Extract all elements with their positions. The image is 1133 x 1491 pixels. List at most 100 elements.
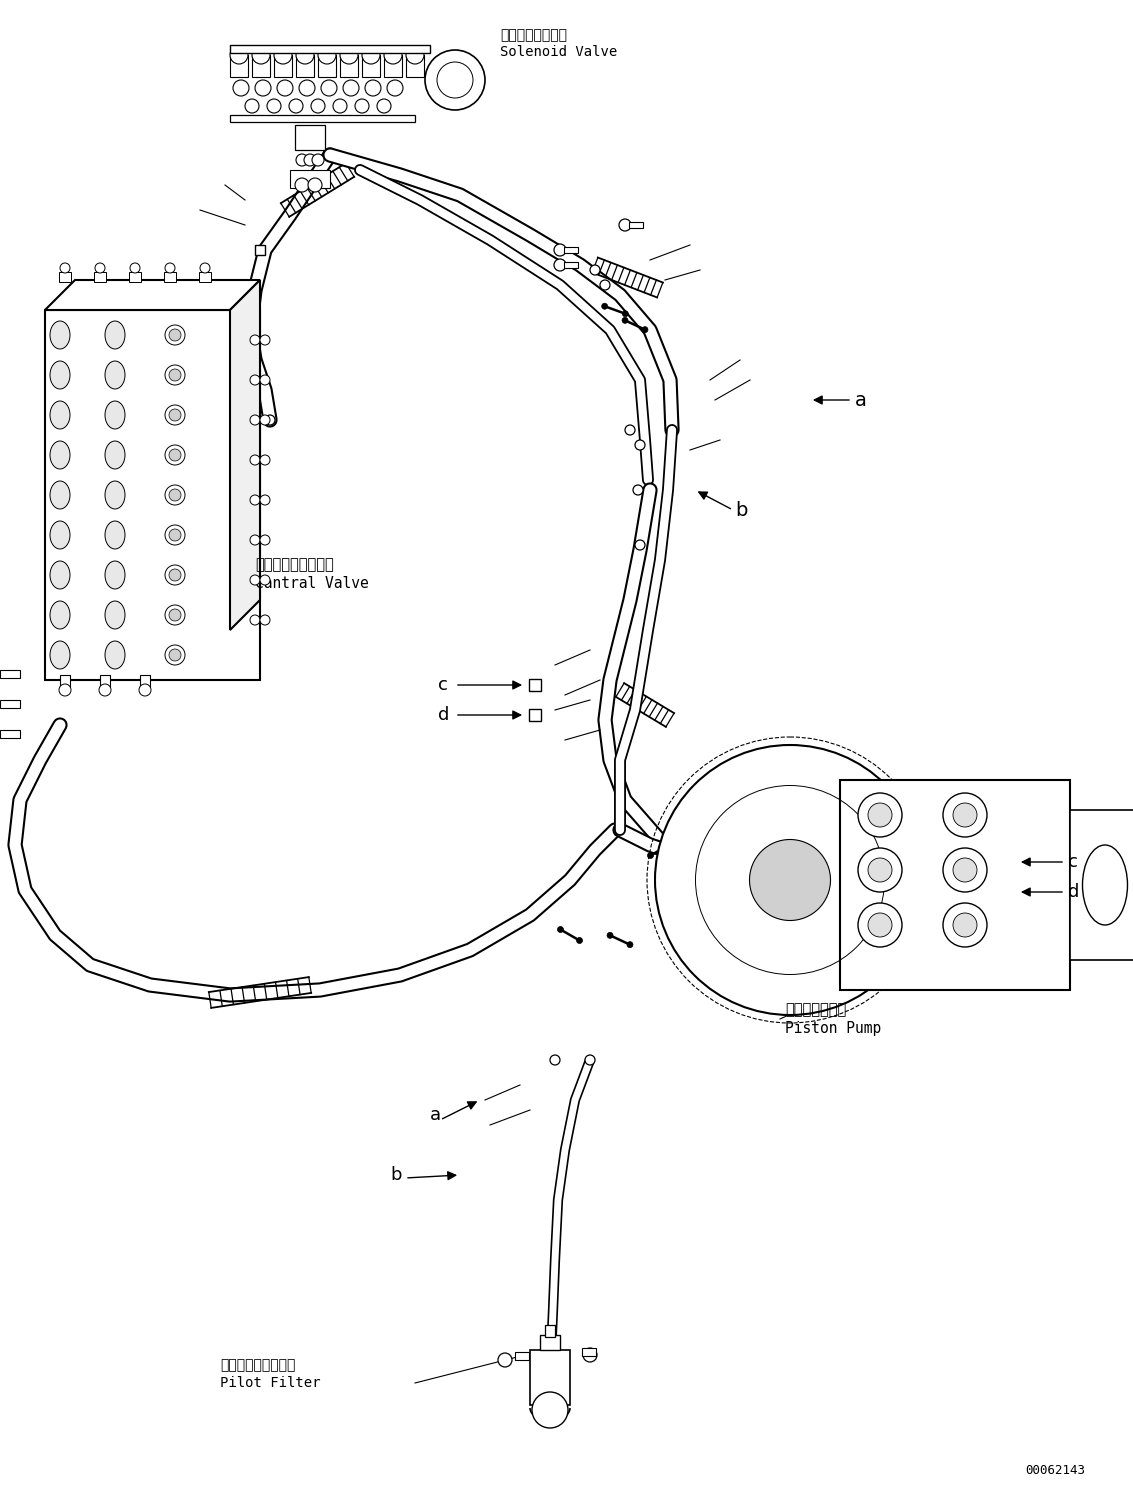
- Circle shape: [296, 154, 308, 166]
- Circle shape: [274, 46, 292, 64]
- Circle shape: [165, 444, 185, 465]
- Circle shape: [868, 857, 892, 883]
- Bar: [530, 1349, 570, 1405]
- Circle shape: [259, 495, 270, 505]
- Circle shape: [590, 265, 600, 274]
- Ellipse shape: [50, 601, 70, 629]
- Circle shape: [165, 485, 185, 505]
- Circle shape: [622, 310, 629, 316]
- Bar: [230, 115, 415, 122]
- Circle shape: [634, 440, 645, 450]
- Circle shape: [250, 495, 259, 505]
- Ellipse shape: [105, 441, 125, 470]
- Circle shape: [250, 535, 259, 546]
- Bar: [230, 45, 431, 54]
- Bar: [0, 731, 20, 738]
- Circle shape: [657, 871, 663, 877]
- Circle shape: [953, 912, 977, 936]
- Circle shape: [295, 177, 309, 192]
- Ellipse shape: [50, 361, 70, 389]
- Text: コントロールバルブ: コントロールバルブ: [255, 558, 334, 573]
- Circle shape: [169, 529, 181, 541]
- Circle shape: [735, 865, 746, 875]
- Circle shape: [312, 154, 324, 166]
- Circle shape: [622, 318, 628, 324]
- Circle shape: [750, 857, 760, 866]
- Bar: [129, 271, 140, 282]
- Circle shape: [333, 98, 347, 113]
- Ellipse shape: [105, 601, 125, 629]
- Bar: [384, 55, 402, 78]
- Bar: [840, 780, 1070, 990]
- Circle shape: [139, 684, 151, 696]
- Ellipse shape: [105, 520, 125, 549]
- Bar: [295, 125, 325, 151]
- Ellipse shape: [105, 482, 125, 508]
- Text: Cantral Valve: Cantral Valve: [255, 576, 368, 590]
- Circle shape: [245, 98, 259, 113]
- Bar: [545, 1325, 555, 1337]
- Circle shape: [289, 98, 303, 113]
- Circle shape: [296, 46, 314, 64]
- Ellipse shape: [50, 401, 70, 429]
- Circle shape: [265, 414, 275, 425]
- Circle shape: [585, 1056, 595, 1065]
- Bar: [0, 699, 20, 708]
- Text: b: b: [390, 1166, 401, 1184]
- Ellipse shape: [105, 641, 125, 669]
- Circle shape: [678, 863, 683, 869]
- Bar: [199, 271, 211, 282]
- Circle shape: [169, 649, 181, 661]
- Bar: [255, 245, 265, 255]
- Circle shape: [602, 303, 607, 309]
- Bar: [274, 55, 292, 78]
- Circle shape: [858, 793, 902, 836]
- Text: ソレノイドバルブ: ソレノイドバルブ: [500, 28, 566, 42]
- Circle shape: [165, 565, 185, 584]
- Bar: [994, 859, 1006, 871]
- Text: パイロットフィルタ: パイロットフィルタ: [220, 1358, 296, 1372]
- Circle shape: [363, 46, 380, 64]
- Text: Piston Pump: Piston Pump: [785, 1020, 881, 1036]
- Circle shape: [250, 614, 259, 625]
- Circle shape: [259, 414, 270, 425]
- Bar: [363, 55, 380, 78]
- Circle shape: [230, 46, 248, 64]
- Bar: [629, 222, 644, 228]
- Circle shape: [600, 280, 610, 291]
- Bar: [1070, 810, 1133, 960]
- Circle shape: [340, 46, 358, 64]
- Circle shape: [577, 938, 582, 944]
- Bar: [564, 262, 578, 268]
- Circle shape: [60, 262, 70, 273]
- Text: b: b: [735, 501, 748, 519]
- Circle shape: [255, 81, 271, 95]
- Bar: [406, 55, 424, 78]
- Circle shape: [554, 259, 566, 271]
- Bar: [59, 271, 71, 282]
- Text: d: d: [1068, 883, 1080, 901]
- Circle shape: [387, 81, 403, 95]
- Circle shape: [250, 576, 259, 584]
- Circle shape: [943, 848, 987, 892]
- Circle shape: [627, 942, 633, 948]
- Ellipse shape: [105, 321, 125, 349]
- Circle shape: [250, 455, 259, 465]
- Circle shape: [259, 535, 270, 546]
- Circle shape: [169, 409, 181, 420]
- Circle shape: [384, 46, 402, 64]
- Circle shape: [318, 46, 337, 64]
- Ellipse shape: [1082, 845, 1127, 924]
- Bar: [252, 55, 270, 78]
- Ellipse shape: [50, 441, 70, 470]
- Circle shape: [165, 605, 185, 625]
- Ellipse shape: [105, 561, 125, 589]
- Circle shape: [310, 98, 325, 113]
- Circle shape: [259, 576, 270, 584]
- Circle shape: [95, 262, 105, 273]
- Circle shape: [169, 449, 181, 461]
- Ellipse shape: [50, 641, 70, 669]
- Circle shape: [943, 904, 987, 947]
- Bar: [60, 675, 70, 687]
- Circle shape: [250, 335, 259, 344]
